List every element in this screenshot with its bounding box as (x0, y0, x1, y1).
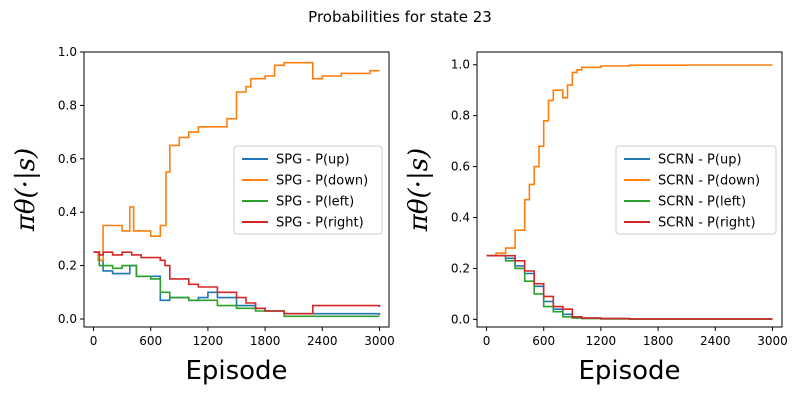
y-tick-label: 0.8 (58, 98, 77, 112)
legend-box (615, 145, 777, 235)
legend-entry: SPG - P(down) (276, 174, 368, 189)
x-tick-label: 1200 (193, 334, 224, 348)
legend-entry: SCRN - P(down) (658, 174, 760, 189)
x-tick-label: 2400 (307, 334, 338, 348)
y-tick-label: 1.0 (451, 58, 470, 72)
x-tick-label: 1200 (586, 334, 617, 348)
y-tick-label: 0.4 (58, 205, 77, 219)
x-axis-label: Episode (185, 356, 287, 386)
chart-panel-spg: 0 600 1200 1800 2400 3000 0.0 0.2 0.4 0.6 0.8 1.0 Ep… (11, 45, 395, 386)
x-tick-label: 3000 (364, 334, 395, 348)
y-tick-label: 0.6 (451, 160, 470, 174)
legend-entry: SPG - P(left) (276, 195, 354, 210)
legend-box (233, 145, 383, 235)
x-tick-label: 600 (532, 334, 555, 348)
y-tick-label: 0.4 (451, 211, 470, 225)
legend: SCRN - P(up) SCRN - P(down) SCRN - P(left)… (615, 145, 777, 235)
legend-entry: SCRN - P(right) (658, 216, 756, 231)
axes-frame (83, 51, 390, 328)
x-tick-label: 0 (483, 334, 491, 348)
figure-title: Probabilities for state 23 (308, 8, 492, 26)
y-tick-label: 0.2 (58, 259, 77, 273)
y-axis-label: πθ(·|s) (11, 148, 41, 232)
y-tick-label: 1.0 (58, 45, 77, 59)
series-line-right (93, 251, 381, 315)
axes-frame (476, 51, 783, 328)
series-line-down (93, 61, 380, 262)
x-tick-label: 2400 (700, 334, 731, 348)
y-tick-label: 0.0 (451, 312, 470, 326)
x-tick-label: 1800 (643, 334, 674, 348)
x-tick-label: 600 (139, 334, 162, 348)
x-tick-label: 1800 (250, 334, 281, 348)
x-axis-label: Episode (578, 356, 680, 386)
series-line-down (486, 64, 773, 257)
y-tick-label: 0.6 (58, 152, 77, 166)
y-axis-label: πθ(·|s) (404, 148, 434, 232)
legend: SPG - P(up) SPG - P(down) SPG - P(left) SPG… (233, 145, 383, 235)
legend-entry: SCRN - P(up) (658, 153, 742, 168)
x-tick-label: 0 (90, 334, 98, 348)
x-tick-label: 3000 (757, 334, 788, 348)
y-tick-label: 0.0 (58, 312, 77, 326)
legend-entry: SCRN - P(left) (658, 195, 746, 210)
series-line-right (486, 254, 773, 320)
y-tick-label: 0.2 (451, 261, 470, 275)
legend-entry: SPG - P(up) (276, 153, 350, 168)
legend-entry: SPG - P(right) (276, 216, 364, 231)
y-tick-label: 0.8 (451, 109, 470, 123)
chart-panel-scrn: 0 600 1200 1800 2400 3000 0.0 0.2 0.4 0.6 0.8 1.0 Ep… (404, 51, 788, 386)
